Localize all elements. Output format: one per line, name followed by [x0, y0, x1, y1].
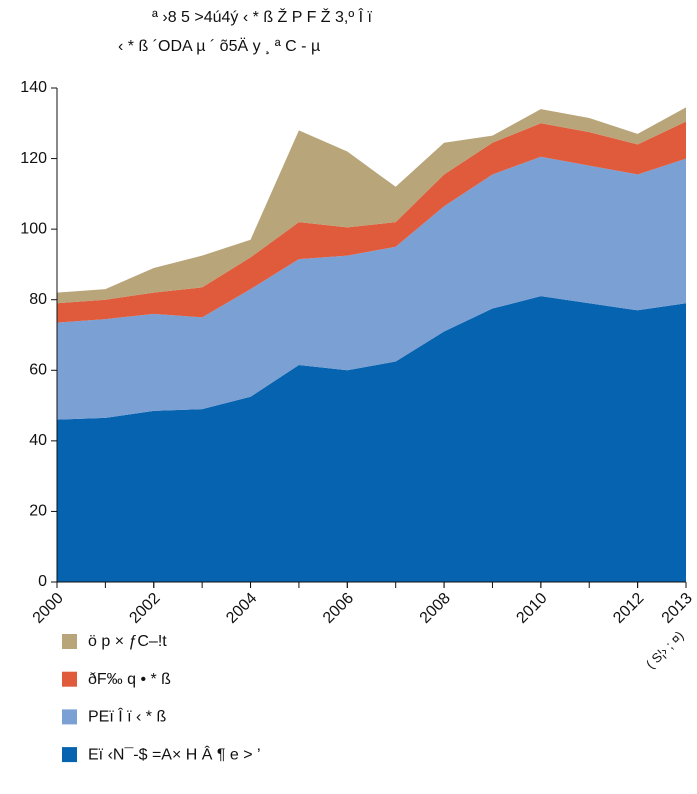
y-tick-label: 40 [29, 432, 47, 449]
legend-swatch [62, 671, 77, 687]
x-tick-label: 2008 [417, 590, 454, 627]
legend-label: Eï ‹N¯-$ =A× H Â ¶ e > ’ [88, 744, 261, 763]
area [57, 296, 686, 582]
legend-swatch [62, 709, 77, 725]
chart-subtitle: ‹ * ß ´ODA µ ´ õ5Ä y ¸ ª C - µ [118, 37, 320, 55]
x-note: ( S¦› ; ¤) [643, 628, 687, 672]
x-tick-label: 2002 [126, 590, 163, 627]
y-tick-label: 60 [29, 362, 47, 379]
y-tick-label: 120 [20, 150, 47, 167]
area [57, 107, 686, 304]
x-tick-label: 2004 [223, 590, 260, 627]
chart-title: ª ›8 5 >4ú4ý ‹ * ß Ž P F Ž 3,º Î ï [152, 7, 373, 26]
x-tick-label: 2006 [320, 590, 357, 627]
x-tick-label: 2000 [30, 590, 67, 627]
legend-swatch [62, 747, 77, 763]
y-tick-label: 20 [29, 503, 47, 520]
legend-swatch [62, 634, 77, 649]
x-tick-label: 2010 [513, 590, 550, 627]
legend-label: PEï Î ï ‹ * ß [88, 707, 166, 726]
y-tick-label: 80 [29, 291, 47, 308]
y-tick-label: 0 [38, 573, 47, 590]
x-tick-label: 2012 [610, 590, 647, 627]
y-tick-label: 100 [20, 220, 47, 237]
x-tick-label: 2013 [659, 590, 696, 627]
legend-label: ö p × ƒC–!t [88, 633, 167, 650]
area [57, 156, 686, 420]
area [57, 121, 686, 323]
legend-label: ðF‰ q • * ß [88, 671, 171, 688]
y-tick-label: 140 [20, 79, 47, 96]
